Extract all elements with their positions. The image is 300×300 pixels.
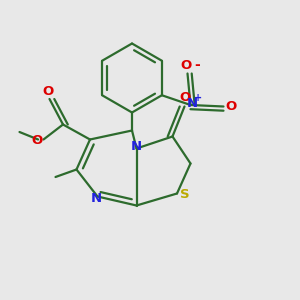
Text: O: O <box>180 59 192 72</box>
Text: N: N <box>131 140 142 154</box>
Text: O: O <box>179 91 190 104</box>
Text: O: O <box>32 134 43 148</box>
Text: -: - <box>194 58 200 71</box>
Text: +: + <box>194 93 202 103</box>
Text: N: N <box>186 97 198 110</box>
Text: O: O <box>225 100 237 113</box>
Text: O: O <box>42 85 54 98</box>
Text: S: S <box>180 188 189 202</box>
Text: N: N <box>90 192 102 206</box>
